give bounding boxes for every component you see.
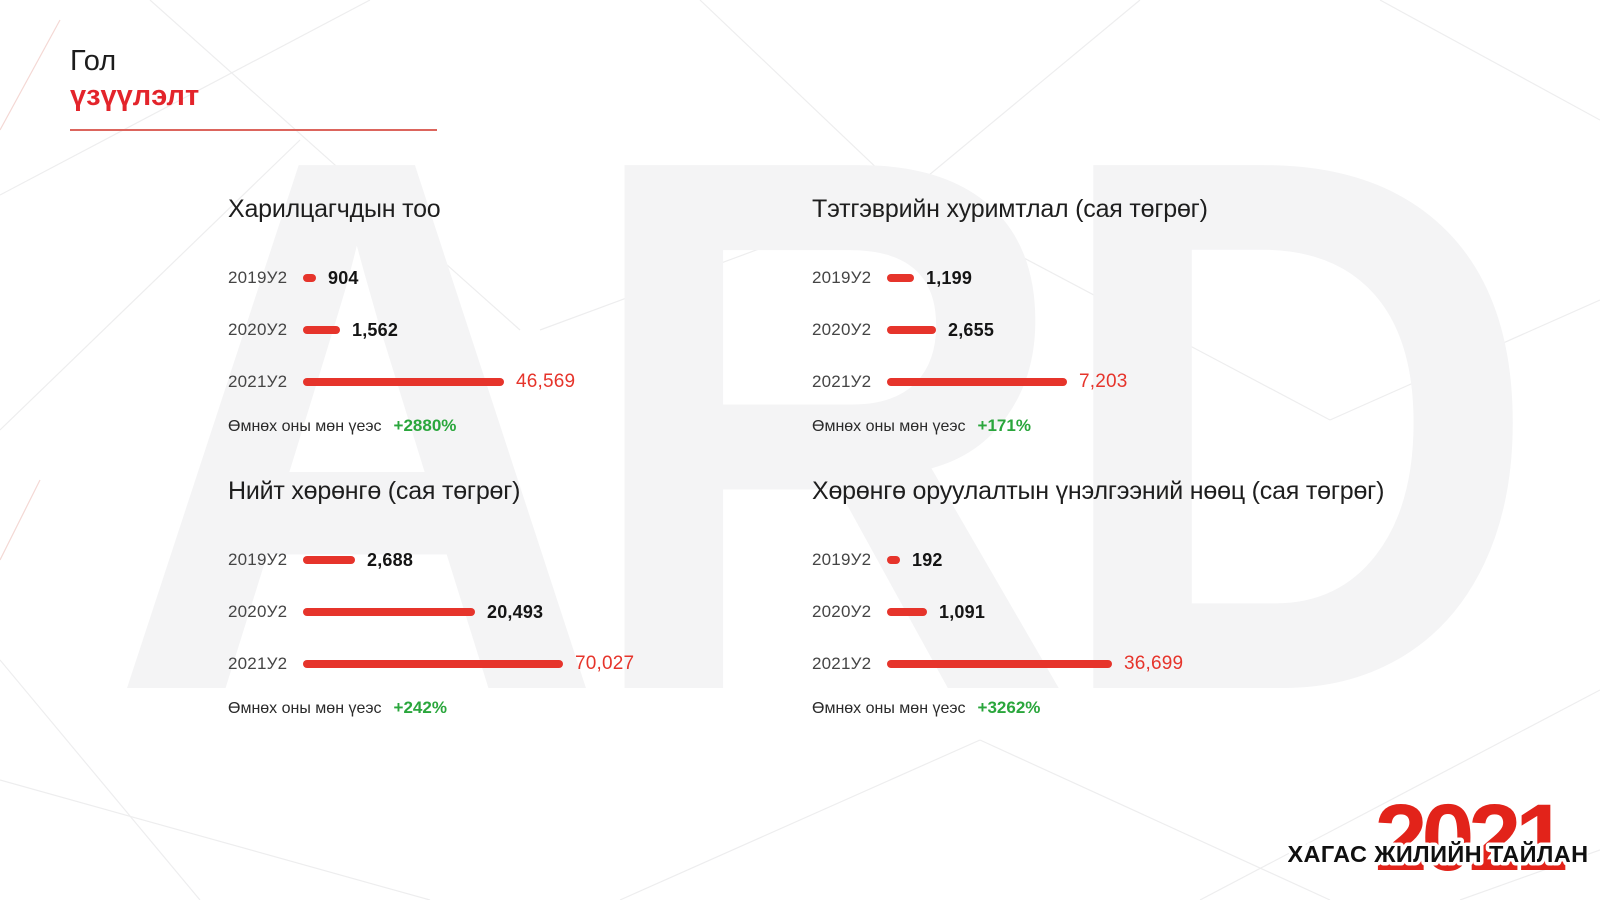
bar (303, 378, 504, 386)
ard-watermark-text: ARD (110, 1, 1541, 850)
chart-customers: Харилцагчдын тоо 2019У2 904 2020У2 1,562… (228, 193, 848, 436)
row-year-label: 2019У2 (228, 268, 288, 287)
row-year-label: 2020У2 (228, 602, 288, 621)
chart-title: Тэтгэврийн хуримтлал (сая төгрөг) (812, 195, 1208, 223)
page-title: Гол үзүүлэлт (70, 44, 437, 131)
logo-caption: ХАГАС ЖИЛИЙН ТАЙЛАН (1288, 840, 1588, 867)
row-value: 20,493 (487, 601, 544, 622)
row-year-label: 2019У2 (228, 550, 288, 569)
chart-total-assets: Нийт хөрөнгө (сая төгрөг) 2019У2 2,688 2… (228, 475, 848, 718)
row-value: 1,562 (352, 319, 399, 340)
logo-year: 2021 (1374, 785, 1568, 891)
chart-row: 2019У2 904 (228, 252, 848, 304)
chart-rows: 2019У2 192 2020У2 1,091 2021У2 36,699 (812, 534, 1432, 690)
row-year-label: 2019У2 (812, 550, 872, 569)
chart-rows: 2019У2 904 2020У2 1,562 2021У2 46,569 (228, 252, 848, 408)
row-year-label: 2020У2 (812, 320, 872, 339)
bar (887, 660, 1112, 668)
bar (887, 556, 900, 564)
row-value: 2,688 (367, 549, 414, 570)
title-underline (70, 129, 437, 131)
growth-value: +2880% (393, 416, 457, 435)
row-value: 7,203 (1079, 371, 1128, 392)
logo-caption-svg: ХАГАС ЖИЛИЙН ТАЙЛАН (1288, 837, 1588, 871)
row-year-label: 2019У2 (812, 268, 872, 287)
report-year-logo: 2021 ХАГАС ЖИЛИЙН ТАЙЛАН (1288, 785, 1588, 891)
chart-row: 2019У2 2,688 (228, 534, 848, 586)
row-value: 2,655 (948, 319, 995, 340)
chart-title: Нийт хөрөнгө (сая төгрөг) (228, 477, 521, 505)
row-value: 904 (328, 267, 359, 288)
growth-label: Өмнөх оны мөн үеэс (812, 418, 966, 435)
bar (303, 326, 340, 334)
page-title-line1: Гол (70, 45, 117, 77)
row-year-label: 2021У2 (812, 372, 872, 391)
row-value: 36,699 (1124, 653, 1184, 674)
growth-label: Өмнөх оны мөн үеэс (812, 700, 966, 717)
row-year-label: 2021У2 (228, 372, 288, 391)
chart-row: 2019У2 1,199 (812, 252, 1432, 304)
chart-row: 2019У2 192 (812, 534, 1432, 586)
chart-title: Харилцагчдын тоо (228, 195, 441, 223)
bar (303, 556, 355, 564)
growth-line: Өмнөх оны мөн үеэс +242% (228, 698, 848, 718)
growth-label: Өмнөх оны мөн үеэс (228, 700, 382, 717)
growth-value: +3262% (977, 698, 1041, 717)
chart-row: 2021У2 7,203 (812, 356, 1432, 408)
chart-row: 2021У2 36,699 (812, 638, 1432, 690)
row-year-label: 2021У2 (228, 654, 288, 673)
bar (303, 660, 563, 668)
chart-rows: 2019У2 2,688 2020У2 20,493 2021У2 70,027 (228, 534, 848, 690)
growth-value: +171% (977, 416, 1031, 435)
row-year-label: 2021У2 (812, 654, 872, 673)
growth-line: Өмнөх оны мөн үеэс +3262% (812, 698, 1432, 718)
chart-title: Хөрөнгө оруулалтын үнэлгээний нөөц (сая … (812, 477, 1385, 505)
bar (887, 274, 914, 282)
growth-label: Өмнөх оны мөн үеэс (228, 418, 382, 435)
chart-rows: 2019У2 1,199 2020У2 2,655 2021У2 7,203 (812, 252, 1432, 408)
bar (887, 608, 927, 616)
bar (303, 274, 316, 282)
chart-pension-savings: Тэтгэврийн хуримтлал (сая төгрөг) 2019У2… (812, 193, 1432, 436)
row-value: 192 (912, 549, 943, 570)
chart-row: 2021У2 70,027 (228, 638, 848, 690)
growth-line: Өмнөх оны мөн үеэс +171% (812, 416, 1432, 436)
growth-line: Өмнөх оны мөн үеэс +2880% (228, 416, 848, 436)
bar (887, 326, 936, 334)
growth-value: +242% (393, 698, 447, 717)
chart-row: 2021У2 46,569 (228, 356, 848, 408)
row-value: 1,199 (926, 267, 973, 288)
chart-row: 2020У2 20,493 (228, 586, 848, 638)
chart-valuation-reserve: Хөрөнгө оруулалтын үнэлгээний нөөц (сая … (812, 475, 1432, 718)
page-title-line2: үзүүлэлт (70, 80, 200, 112)
bar (887, 378, 1067, 386)
chart-row: 2020У2 1,562 (228, 304, 848, 356)
row-value: 70,027 (575, 653, 635, 674)
chart-row: 2020У2 1,091 (812, 586, 1432, 638)
row-year-label: 2020У2 (812, 602, 872, 621)
row-value: 1,091 (939, 601, 986, 622)
bar (303, 608, 475, 616)
row-year-label: 2020У2 (228, 320, 288, 339)
chart-row: 2020У2 2,655 (812, 304, 1432, 356)
row-value: 46,569 (516, 371, 576, 392)
